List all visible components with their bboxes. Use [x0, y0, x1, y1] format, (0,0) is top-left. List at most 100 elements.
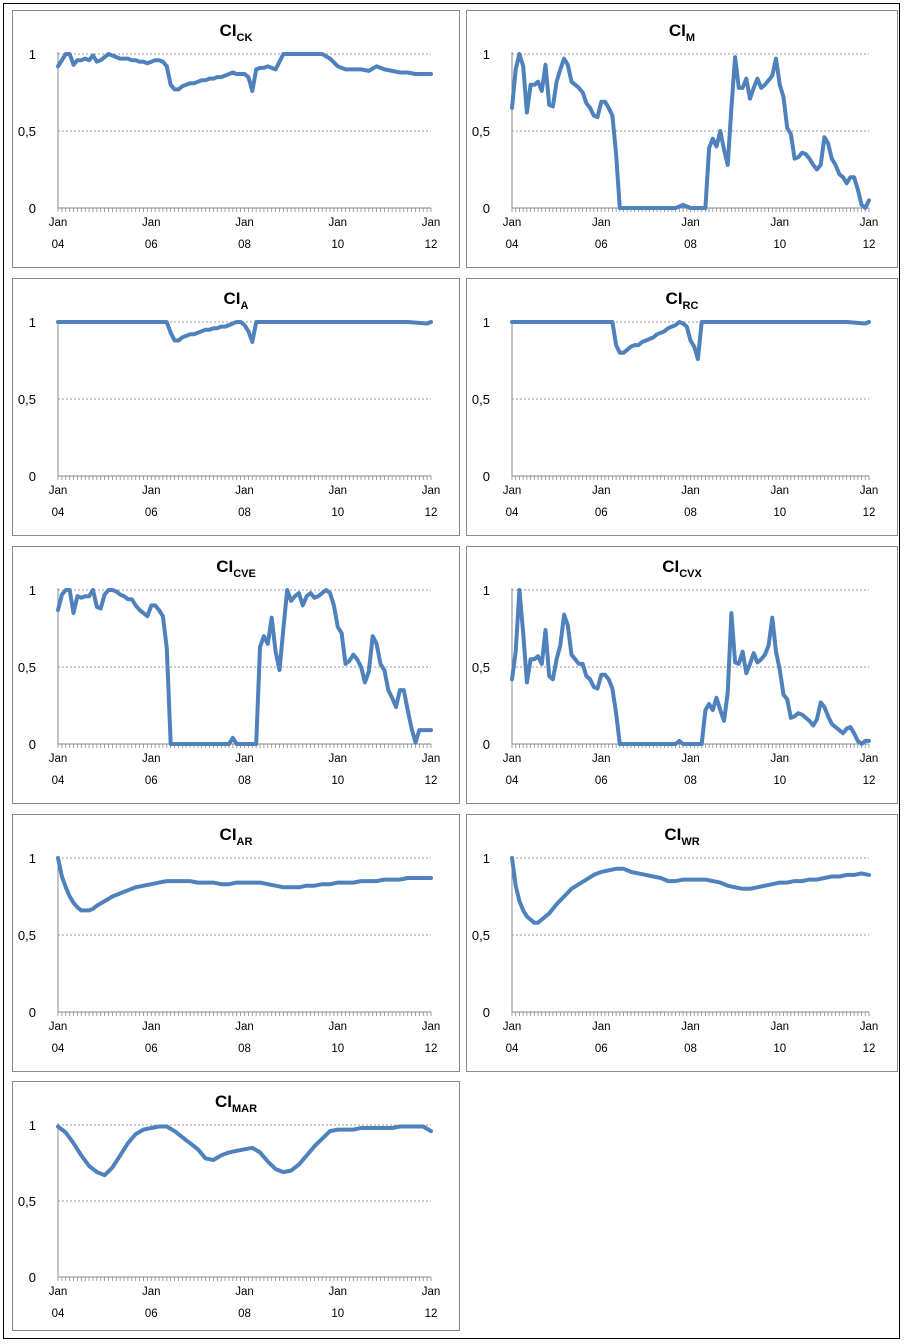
y-tick-label: 0: [29, 737, 36, 752]
x-tick-year: 12: [863, 775, 876, 787]
x-tick-month: Jan: [770, 753, 789, 765]
y-tick-label: 0,5: [18, 124, 36, 139]
x-tick-month: Jan: [328, 753, 347, 765]
chart-title: CICVE: [216, 557, 256, 580]
y-tick-label: 0: [29, 469, 36, 484]
x-tick-year: 04: [506, 507, 519, 519]
y-tick-label: 0: [483, 737, 490, 752]
x-tick-month: Jan: [235, 217, 254, 229]
x-tick-year: 08: [684, 775, 697, 787]
x-tick-month: Jan: [681, 485, 700, 497]
x-tick-year: 06: [595, 239, 608, 251]
y-tick-label: 0,5: [18, 392, 36, 407]
x-tick-month: Jan: [235, 753, 254, 765]
x-tick-year: 08: [238, 239, 251, 251]
x-tick-month: Jan: [235, 1286, 254, 1298]
y-tick-label: 1: [29, 47, 36, 62]
x-tick-year: 10: [773, 507, 786, 519]
chart-title: CIAR: [219, 825, 253, 848]
x-tick-year: 12: [425, 1308, 438, 1320]
x-tick-month: Jan: [49, 485, 68, 497]
x-tick-year: 12: [863, 239, 876, 251]
y-tick-label: 0,5: [472, 392, 490, 407]
x-tick-year: 12: [425, 507, 438, 519]
x-tick-year: 08: [684, 239, 697, 251]
x-tick-year: 04: [52, 775, 65, 787]
x-tick-year: 12: [425, 775, 438, 787]
y-tick-label: 1: [483, 47, 490, 62]
chart-title: CIWR: [664, 825, 700, 848]
chart-title: CIRC: [665, 289, 699, 312]
x-tick-month: Jan: [503, 217, 522, 229]
chart-svg: 0 0,5 1 Jan 04 Jan 06 Jan 08 Jan 10 Jan 12: [18, 1118, 440, 1320]
y-tick-label: 0,5: [18, 660, 36, 675]
x-tick-month: Jan: [422, 485, 441, 497]
x-tick-month: Jan: [49, 217, 68, 229]
x-tick-year: 06: [145, 775, 158, 787]
series-line: [510, 588, 871, 746]
series-line: [56, 588, 433, 746]
x-tick-year: 06: [145, 507, 158, 519]
x-tick-year: 12: [425, 1043, 438, 1055]
x-tick-year: 06: [595, 775, 608, 787]
x-tick-month: Jan: [681, 1021, 700, 1033]
x-tick-year: 10: [331, 1308, 344, 1320]
series-line: [56, 1124, 433, 1178]
chart-panel-ci-rc: 0 0,5 1 Jan 04 Jan 06 Jan 08 Jan 10 Jan 12 CIRC: [466, 278, 898, 536]
x-tick-month: Jan: [592, 217, 611, 229]
x-tick-month: Jan: [235, 485, 254, 497]
x-tick-month: Jan: [503, 1021, 522, 1033]
y-tick-label: 1: [483, 315, 490, 330]
y-tick-label: 1: [29, 851, 36, 866]
chart-panel-ci-cve: 0 0,5 1 Jan 04 Jan 06 Jan 08 Jan 10 Jan 12 CICVE: [12, 546, 460, 804]
x-tick-year: 04: [52, 507, 65, 519]
chart-svg: 0 0,5 1 Jan 04 Jan 06 Jan 08 Jan 10 Jan 12: [18, 583, 440, 787]
y-tick-label: 1: [29, 583, 36, 598]
x-tick-month: Jan: [49, 753, 68, 765]
x-tick-year: 12: [425, 239, 438, 251]
x-tick-month: Jan: [422, 217, 441, 229]
x-tick-year: 08: [238, 507, 251, 519]
x-tick-month: Jan: [142, 485, 161, 497]
x-tick-year: 10: [331, 239, 344, 251]
x-tick-year: 04: [52, 1308, 65, 1320]
x-tick-year: 12: [863, 507, 876, 519]
y-tick-label: 0: [483, 1005, 490, 1020]
x-tick-year: 10: [331, 1043, 344, 1055]
x-tick-month: Jan: [860, 217, 879, 229]
x-tick-month: Jan: [770, 1021, 789, 1033]
y-tick-label: 0,5: [472, 124, 490, 139]
chart-title: CICK: [219, 21, 253, 44]
x-tick-month: Jan: [328, 217, 347, 229]
y-tick-label: 1: [29, 1118, 36, 1133]
figure-border: [3, 3, 900, 1339]
x-tick-month: Jan: [503, 753, 522, 765]
y-tick-label: 0: [483, 201, 490, 216]
x-tick-month: Jan: [592, 753, 611, 765]
x-tick-year: 06: [145, 1308, 158, 1320]
series-line: [56, 320, 433, 344]
series-line: [510, 52, 871, 210]
x-tick-year: 08: [238, 775, 251, 787]
x-tick-year: 04: [52, 1043, 65, 1055]
x-tick-month: Jan: [328, 1021, 347, 1033]
chart-svg: 0 0,5 1 Jan 04 Jan 06 Jan 08 Jan 10 Jan 12: [18, 315, 441, 519]
x-tick-month: Jan: [142, 1286, 161, 1298]
chart-svg: 0 0,5 1 Jan 04 Jan 06 Jan 08 Jan 10 Jan 12: [472, 851, 879, 1055]
x-tick-month: Jan: [860, 1021, 879, 1033]
y-tick-label: 0,5: [472, 928, 490, 943]
x-tick-month: Jan: [592, 1021, 611, 1033]
series-line: [56, 856, 433, 913]
x-tick-year: 04: [506, 1043, 519, 1055]
y-tick-label: 0: [483, 469, 490, 484]
x-tick-year: 10: [773, 775, 786, 787]
chart-panel-ci-m: 0 0,5 1 Jan 04 Jan 06 Jan 08 Jan 10 Jan 12 CIM: [466, 10, 898, 268]
x-tick-month: Jan: [770, 485, 789, 497]
chart-title: CIMAR: [214, 1092, 258, 1115]
chart-panel-ci-cvx: 0 0,5 1 Jan 04 Jan 06 Jan 08 Jan 10 Jan 12 CICVX: [466, 546, 898, 804]
x-tick-year: 06: [145, 1043, 158, 1055]
x-tick-month: Jan: [142, 1021, 161, 1033]
series-line: [510, 856, 871, 925]
x-tick-year: 10: [773, 239, 786, 251]
